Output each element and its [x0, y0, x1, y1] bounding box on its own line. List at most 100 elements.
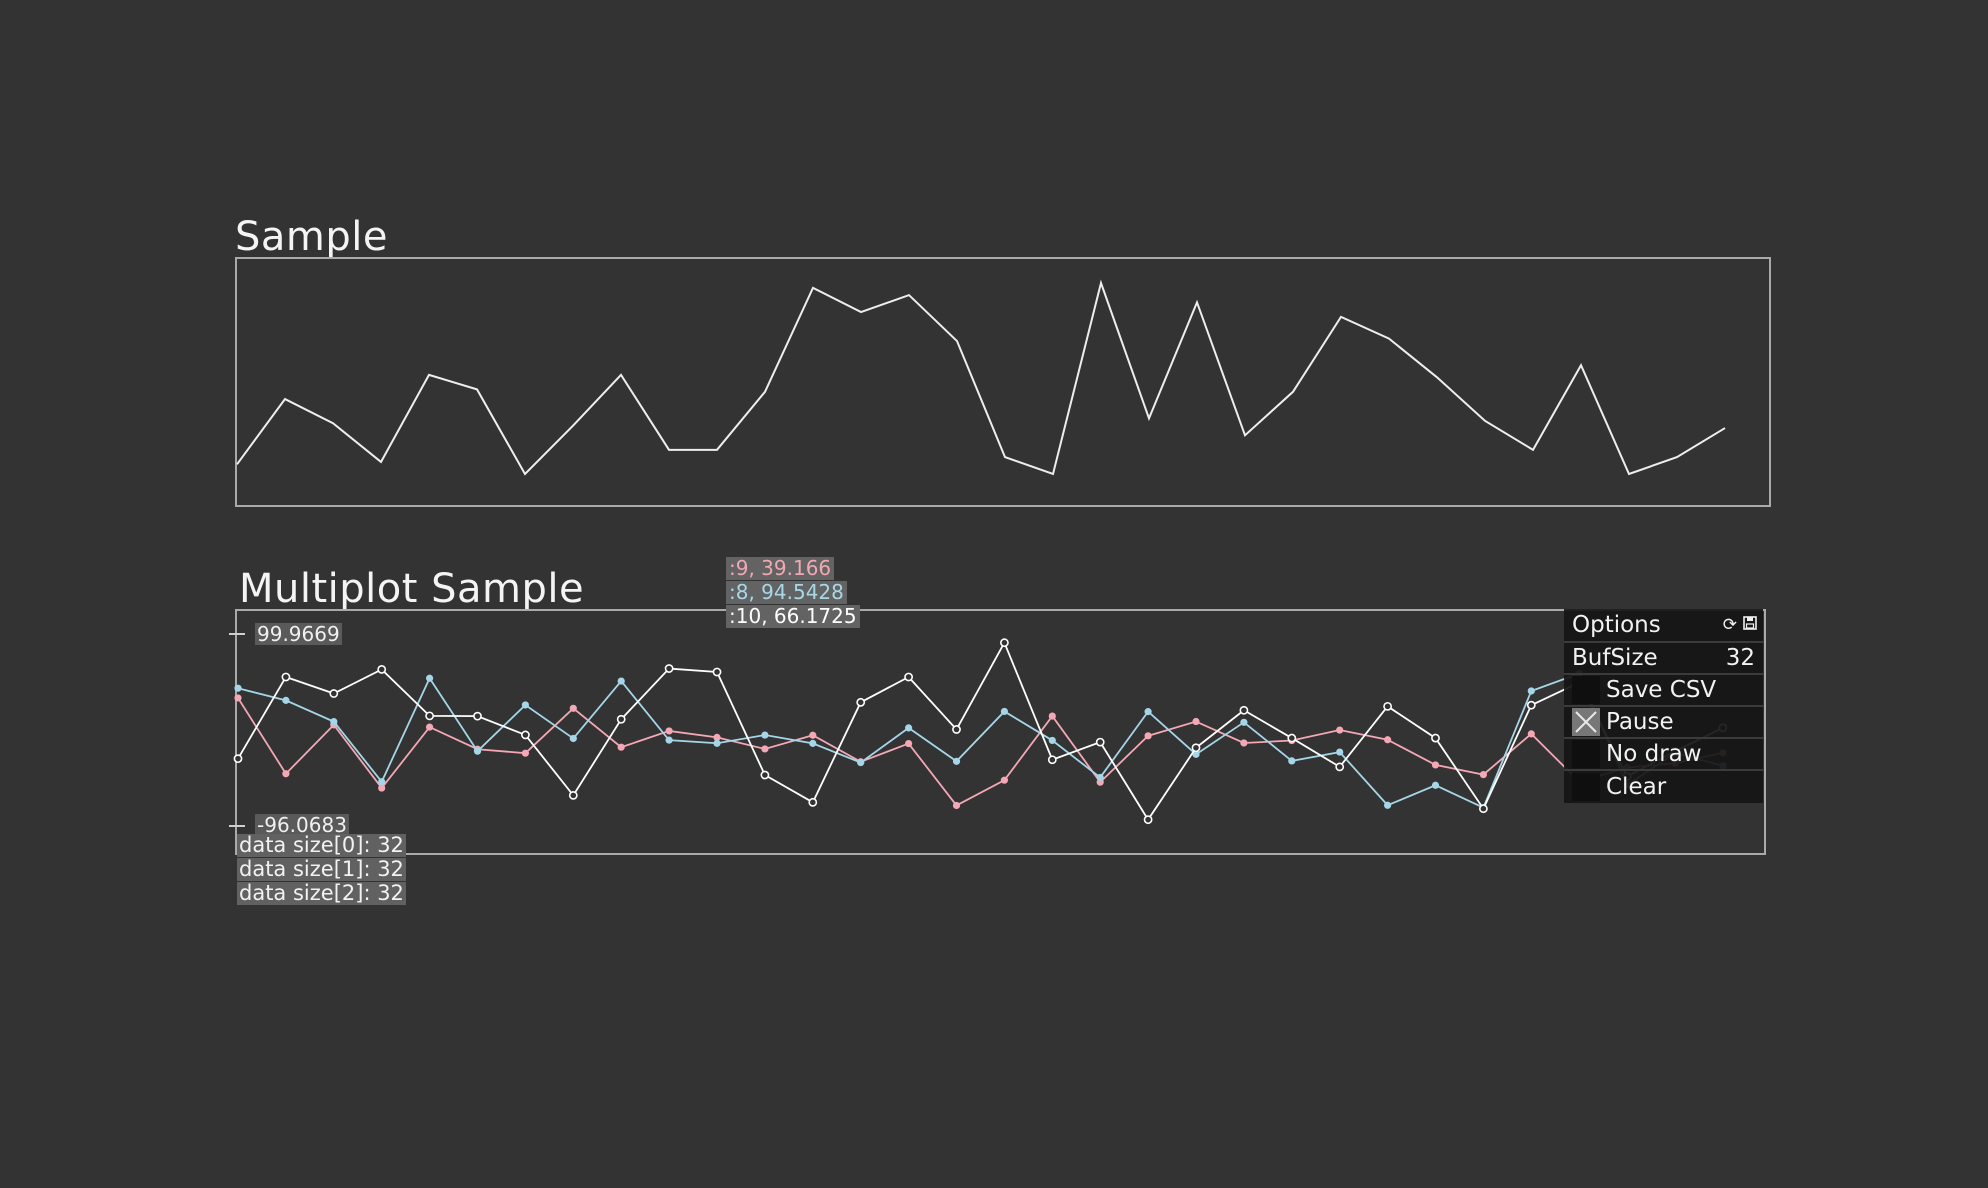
- multiplot-series-2-point-9: [664, 664, 674, 673]
- multiplot-series-0-point-21: [1240, 739, 1248, 747]
- multiplot-series-1-point-25: [1431, 781, 1440, 789]
- options-panel: Options ⟳ BufSize 32 Save CSV Pause No d…: [1564, 609, 1763, 803]
- multiplot-series-0-point-1: [282, 770, 290, 778]
- no-draw-checkbox[interactable]: [1572, 740, 1600, 768]
- max-value-label: 99.9669: [255, 622, 342, 646]
- multiplot-series-2-point-14: [904, 672, 913, 682]
- multiplot-series-0-point-4: [426, 723, 434, 731]
- multiplot-series-0-point-24: [1384, 736, 1392, 744]
- option-pause[interactable]: Pause: [1564, 707, 1763, 739]
- multiplot-series-1-point-7: [569, 734, 577, 743]
- multiplot-series-0-point-19: [1144, 732, 1152, 740]
- save-csv-checkbox[interactable]: [1572, 676, 1600, 704]
- multiplot-series-2-point-3: [377, 665, 387, 674]
- multiplot-series-2-point-10: [712, 667, 722, 677]
- option-save-csv[interactable]: Save CSV: [1564, 675, 1763, 707]
- floppy-disk-icon[interactable]: [1743, 615, 1757, 635]
- multiplot-series-0-point-12: [809, 731, 817, 739]
- option-clear[interactable]: Clear: [1564, 771, 1763, 803]
- multiplot-series-2-point-25: [1431, 733, 1440, 743]
- sample-plot-frame[interactable]: [235, 257, 1771, 507]
- multiplot-series-0-point-3: [378, 784, 386, 792]
- options-title: Options: [1572, 612, 1661, 638]
- multiplot-series-0-point-23: [1336, 726, 1344, 734]
- multiplot-series-2-point-16: [1000, 638, 1009, 648]
- multiplot-series-1-point-22: [1288, 757, 1296, 765]
- multiplot-series-1-point-21: [1240, 718, 1248, 726]
- multiplot-series-1-point-24: [1384, 801, 1392, 809]
- multiplot-series-0-line: [237, 697, 1724, 807]
- sample-series-line: [236, 279, 1726, 476]
- multiplot-series-2-point-8: [616, 714, 626, 724]
- multiplot-series-2-point-21: [1239, 705, 1249, 715]
- multiplot-series-2-point-18: [1095, 737, 1105, 747]
- multiplot-series-2-point-12: [808, 797, 818, 807]
- max-tick: [229, 633, 245, 635]
- hover-value-series-0: :9, 39.166: [726, 557, 835, 580]
- multiplot-series-2-point-11: [760, 770, 770, 780]
- multiplot-series-1-point-15: [952, 757, 961, 765]
- multiplot-series-2-point-6: [521, 730, 530, 740]
- multiplot-series-0-point-17: [1048, 712, 1056, 720]
- multiplot-series-1-line: [237, 672, 1724, 809]
- multiplot-series-1-point-10: [713, 739, 721, 747]
- multiplot-series-2-point-4: [425, 711, 434, 721]
- bufsize-value[interactable]: 32: [1725, 645, 1755, 671]
- multiplot-series-2-point-19: [1143, 815, 1153, 825]
- clear-checkbox[interactable]: [1572, 773, 1600, 801]
- multiplot-series-2-point-5: [473, 711, 482, 721]
- multiplot-series-2-point-2: [329, 689, 339, 698]
- multiplot-title: Multiplot Sample: [239, 566, 585, 612]
- data-size-0: data size[0]: 32: [237, 833, 406, 857]
- bufsize-label: BufSize: [1572, 645, 1658, 671]
- multiplot-series-0-point-0: [234, 694, 242, 702]
- multiplot-frame[interactable]: [235, 609, 1766, 855]
- multiplot-series-2-point-15: [952, 725, 961, 734]
- multiplot-series-2-point-26: [1479, 804, 1488, 814]
- multiplot-series-0-point-6: [521, 749, 530, 757]
- multiplot-series-0-point-20: [1192, 717, 1200, 726]
- multiplot-series-1-point-23: [1336, 748, 1344, 756]
- min-value-label: -96.0683: [255, 813, 349, 837]
- multiplot-series-1-point-4: [426, 674, 434, 682]
- multiplot-series-2-line: [237, 640, 1724, 822]
- multiplot-series-1-point-2: [330, 718, 338, 726]
- check-x-icon: [1575, 711, 1597, 733]
- multiplot-series-1-point-9: [665, 736, 673, 744]
- multiplot-series-2-point-20: [1191, 743, 1201, 753]
- multiplot-series-1-point-1: [282, 696, 290, 704]
- multiplot-series-1-point-0: [234, 684, 242, 692]
- multiplot-series-1-point-3: [378, 778, 386, 786]
- multiplot-series-2-point-13: [856, 697, 866, 707]
- multiplot-series-2-point-23: [1335, 762, 1345, 772]
- hover-value-series-2: :10, 66.1725: [726, 605, 860, 628]
- multiplot-series-2-point-7: [568, 790, 578, 800]
- multiplot-series-1-point-11: [761, 731, 769, 739]
- options-header[interactable]: Options ⟳: [1564, 609, 1763, 643]
- multiplot-series-1-point-6: [521, 701, 530, 709]
- multiplot-series-1-point-19: [1144, 708, 1152, 716]
- data-size-1: data size[1]: 32: [237, 857, 406, 881]
- multiplot-series-0-point-25: [1431, 761, 1440, 769]
- multiplot-series-0-point-10: [713, 733, 721, 741]
- bufsize-row[interactable]: BufSize 32: [1564, 643, 1763, 675]
- multiplot-series-0-point-15: [952, 801, 961, 810]
- multiplot-series-0-point-8: [617, 743, 625, 751]
- multiplot-series-0-point-16: [1000, 776, 1009, 784]
- multiplot-series-2-point-17: [1047, 755, 1057, 765]
- save-csv-label: Save CSV: [1606, 677, 1717, 703]
- no-draw-label: No draw: [1606, 741, 1702, 767]
- multiplot-series-2-point-24: [1383, 701, 1392, 711]
- multiplot-series-1-point-8: [617, 677, 625, 685]
- multiplot-series-2-point-0: [233, 754, 243, 764]
- multiplot-series-2-point-22: [1287, 733, 1297, 743]
- multiplot-series-1-point-20: [1192, 750, 1200, 758]
- multiplot-series-0-point-27: [1527, 730, 1535, 738]
- refresh-icon[interactable]: ⟳: [1722, 615, 1737, 635]
- multiplot-series-1-point-5: [473, 747, 482, 755]
- multiplot-series-1-point-17: [1048, 736, 1056, 745]
- option-no-draw[interactable]: No draw: [1564, 739, 1763, 771]
- pause-checkbox[interactable]: [1572, 708, 1600, 736]
